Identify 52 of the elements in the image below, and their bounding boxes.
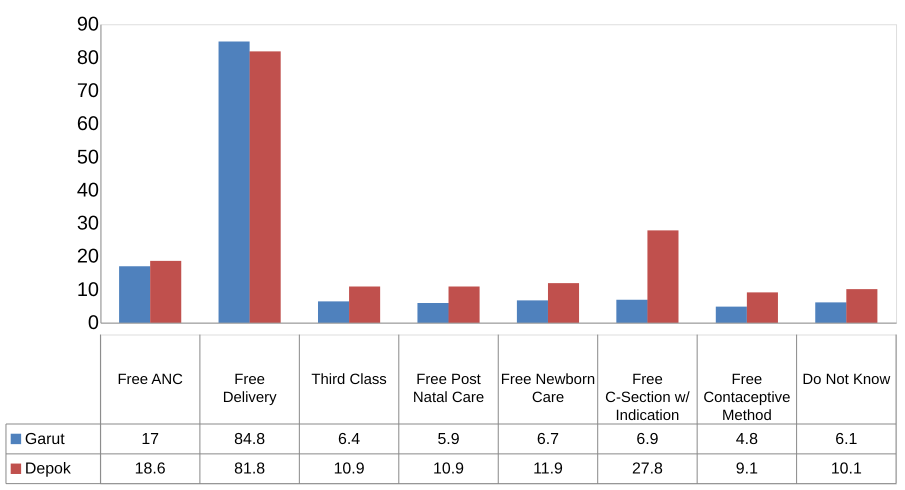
bar <box>716 306 747 323</box>
bar <box>647 230 678 323</box>
y-tick-label: 30 <box>76 212 99 235</box>
data-label: 6.9 <box>636 430 659 448</box>
legend-label: Garut <box>24 430 66 448</box>
x-tick-label: Free Delivery <box>222 372 278 406</box>
data-label: 10.9 <box>334 460 365 478</box>
data-label: 27.8 <box>632 460 664 478</box>
bar <box>318 301 350 323</box>
data-label: 5.9 <box>437 430 460 448</box>
y-tick-label: 50 <box>76 146 99 168</box>
data-label: 6.1 <box>835 430 858 448</box>
data-label: 10.1 <box>830 460 862 478</box>
data-label: 6.7 <box>536 430 560 448</box>
bar <box>119 266 150 323</box>
y-tick-label: 20 <box>76 246 99 268</box>
y-tick-label: 70 <box>76 80 99 102</box>
x-tick-label: Free Newborn Care <box>500 372 596 406</box>
x-tick-label: Free Contaceptive Method <box>703 372 790 424</box>
y-tick-label: 90 <box>76 14 99 36</box>
bar <box>150 260 182 323</box>
data-label: 81.8 <box>234 460 266 478</box>
y-tick-label: 0 <box>88 312 99 334</box>
data-label: 11.9 <box>533 460 564 478</box>
data-label: 4.8 <box>736 430 758 448</box>
bar <box>548 283 580 323</box>
data-label: 10.9 <box>433 460 464 478</box>
data-label: 9.1 <box>736 460 758 478</box>
y-tick-label: 80 <box>76 46 99 69</box>
data-label: 84.8 <box>234 430 266 448</box>
bar <box>616 300 648 323</box>
y-tick-label: 60 <box>76 113 99 136</box>
data-label: 18.6 <box>134 460 166 478</box>
data-label: 6.4 <box>338 430 360 448</box>
x-tick-label: Do Not Know <box>802 372 890 388</box>
bar <box>218 41 250 323</box>
bar <box>746 292 778 323</box>
bar <box>448 286 480 323</box>
data-label: 17 <box>141 430 160 448</box>
legend-label: Depok <box>24 460 71 478</box>
bar <box>417 303 449 323</box>
bar <box>516 300 548 323</box>
bar <box>846 289 878 323</box>
y-tick-label: 10 <box>76 278 99 301</box>
x-tick-label: Free Post Natal Care <box>412 372 484 406</box>
x-tick-label: Free C-Section w/ Indication <box>605 372 691 424</box>
y-tick-label: 40 <box>76 179 99 202</box>
bar <box>815 302 846 323</box>
x-tick-label: Free ANC <box>117 372 184 388</box>
bar <box>349 286 380 323</box>
x-tick-label: Third Class <box>311 372 387 388</box>
bar <box>250 51 281 323</box>
